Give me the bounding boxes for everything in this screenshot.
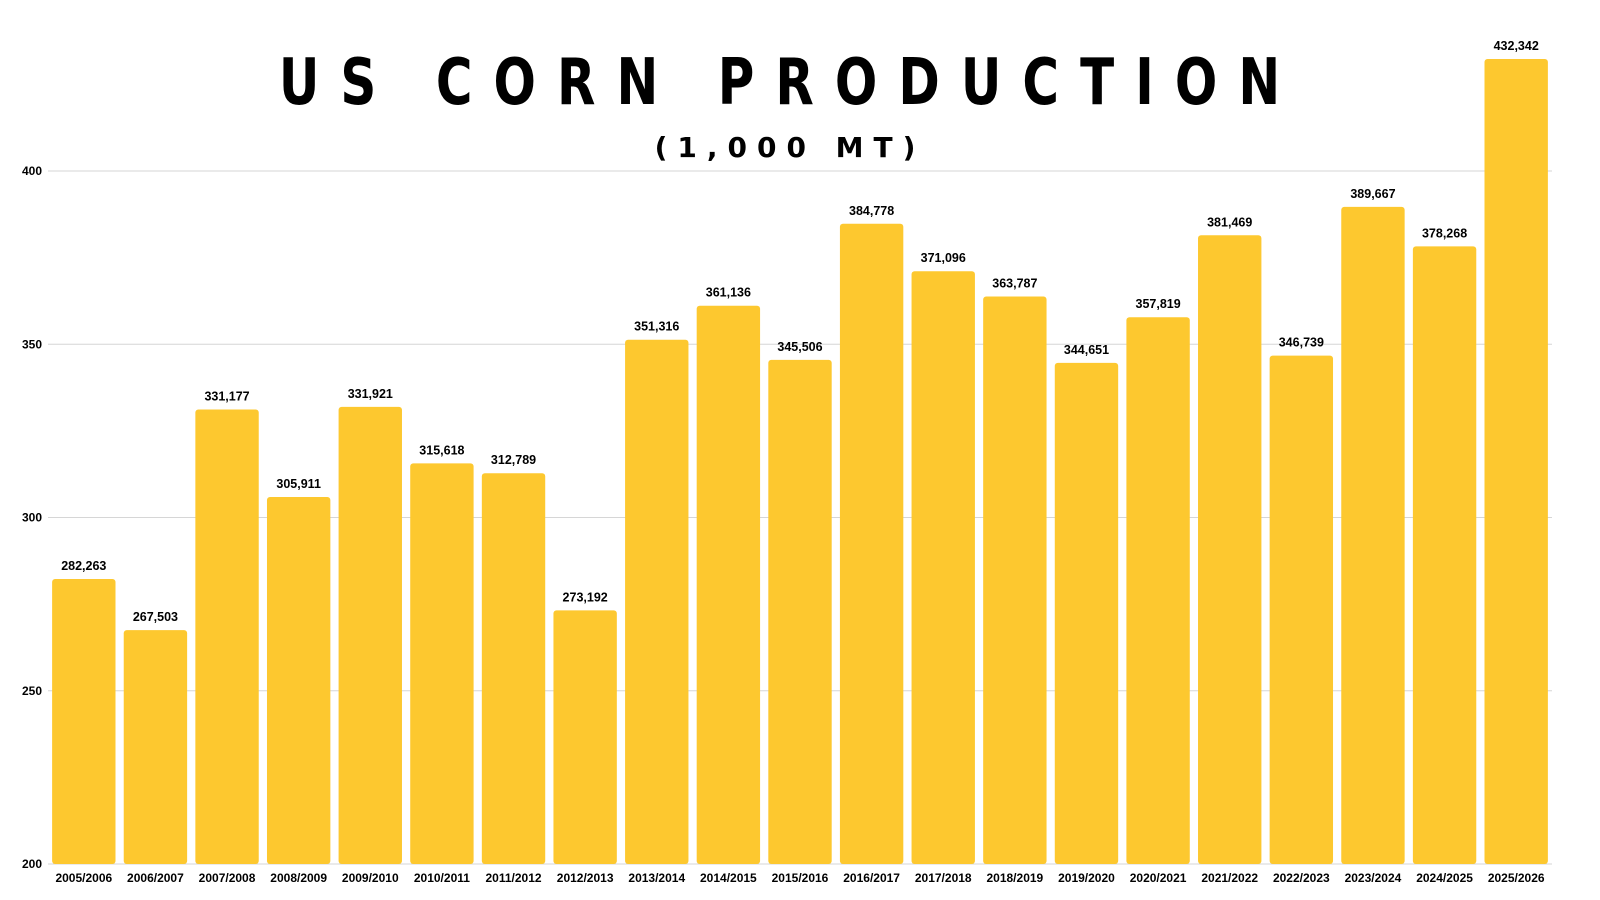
data-label: 331,177	[204, 390, 249, 404]
data-label: 389,667	[1350, 187, 1395, 201]
y-tick-label: 200	[22, 857, 42, 871]
x-tick-label: 2016/2017	[843, 871, 900, 885]
chart-subtitle: (1,000 MT)	[655, 131, 926, 164]
chart-title: US CORN PRODUCTION	[279, 45, 1301, 120]
x-tick-label: 2010/2011	[414, 871, 470, 885]
bar-2023-2024	[1341, 206, 1405, 864]
x-tick-label: 2008/2009	[270, 871, 327, 885]
y-tick-label: 300	[22, 511, 42, 525]
bars	[52, 59, 1548, 865]
x-tick-label: 2024/2025	[1416, 871, 1473, 885]
x-tick-label: 2023/2024	[1345, 871, 1402, 885]
data-label: 305,911	[276, 477, 321, 491]
bar-2025-2026	[1484, 59, 1548, 864]
data-label: 345,506	[777, 340, 822, 354]
bar-2008-2009	[266, 497, 331, 864]
data-label: 371,096	[921, 251, 966, 265]
data-label: 315,618	[419, 443, 464, 457]
x-tick-label: 2005/2006	[55, 871, 112, 885]
y-axis-ticks: 200 250 300 350 400	[22, 164, 42, 871]
data-label: 378,268	[1422, 226, 1467, 240]
data-label: 381,469	[1207, 215, 1252, 229]
data-label: 432,342	[1494, 39, 1539, 53]
x-tick-label: 2012/2013	[557, 871, 614, 885]
data-label: 351,316	[634, 320, 679, 334]
data-label: 282,263	[61, 559, 106, 573]
bar-2018-2019	[983, 296, 1047, 864]
x-tick-label: 2013/2014	[628, 871, 685, 885]
x-tick-label: 2018/2019	[986, 871, 1043, 885]
bar-2006-2007	[123, 630, 188, 864]
bar-2019-2020	[1054, 362, 1119, 864]
y-tick-label: 250	[22, 684, 42, 698]
x-tick-label: 2019/2020	[1058, 871, 1115, 885]
bar-2022-2023	[1269, 355, 1334, 864]
x-tick-label: 2017/2018	[915, 871, 972, 885]
x-tick-label: 2007/2008	[199, 871, 256, 885]
x-tick-label: 2015/2016	[772, 871, 829, 885]
data-labels: 282,263 267,503 331,177 305,911 331,921 315,6…	[61, 39, 1539, 624]
data-label: 363,787	[992, 277, 1037, 291]
bar-2010-2011	[410, 463, 474, 864]
y-tick-label: 350	[22, 337, 42, 351]
bar-2024-2025	[1412, 246, 1477, 865]
data-label: 384,778	[849, 204, 894, 218]
x-tick-label: 2025/2026	[1488, 871, 1545, 885]
x-tick-label: 2020/2021	[1130, 871, 1187, 885]
bar-2007-2008	[195, 409, 259, 864]
bar-2005-2006	[52, 578, 116, 864]
bar-2012-2013	[553, 610, 617, 864]
x-tick-label: 2022/2023	[1273, 871, 1330, 885]
x-tick-label: 2014/2015	[700, 871, 757, 885]
data-label: 267,503	[133, 610, 178, 624]
data-label: 331,921	[348, 387, 393, 401]
bar-2013-2014	[625, 339, 689, 864]
y-tick-label: 400	[22, 164, 42, 178]
bar-2016-2017	[839, 223, 904, 864]
bar-2015-2016	[768, 359, 832, 864]
data-label: 361,136	[706, 286, 751, 300]
data-label: 273,192	[563, 590, 608, 604]
bar-2009-2010	[338, 406, 402, 864]
data-label: 312,789	[491, 453, 536, 467]
bar-2020-2021	[1126, 317, 1190, 865]
bar-2014-2015	[696, 305, 761, 864]
bar-2017-2018	[911, 271, 975, 864]
x-tick-label: 2006/2007	[127, 871, 184, 885]
x-tick-label: 2011/2012	[485, 871, 541, 885]
x-tick-label: 2021/2022	[1201, 871, 1258, 885]
data-label: 344,651	[1064, 343, 1109, 357]
x-axis-ticks: 2005/2006 2006/2007 2007/2008 2008/2009 2009…	[55, 871, 1544, 885]
x-tick-label: 2009/2010	[342, 871, 399, 885]
bar-2021-2022	[1198, 235, 1262, 864]
data-label: 346,739	[1279, 336, 1324, 350]
bar-2011-2012	[481, 473, 546, 864]
data-label: 357,819	[1136, 297, 1181, 311]
